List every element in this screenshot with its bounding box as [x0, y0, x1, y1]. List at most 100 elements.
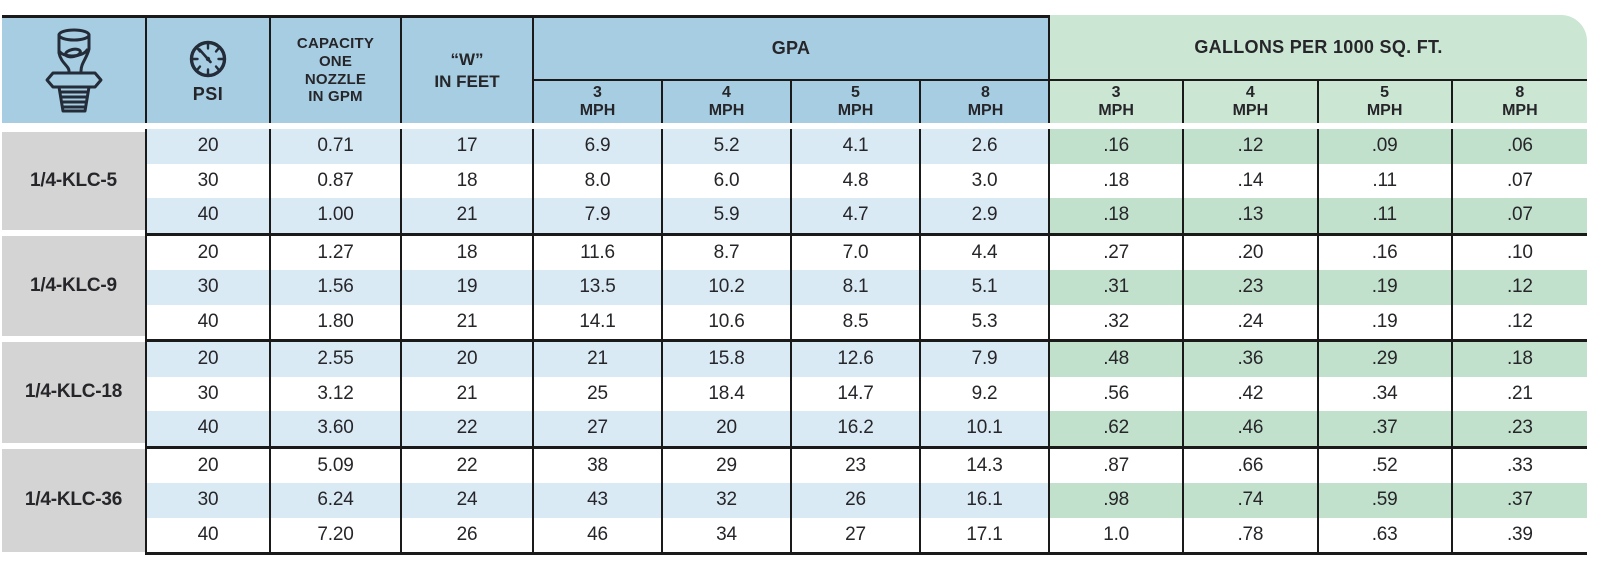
g1000-value: .36 — [1184, 342, 1319, 377]
g1000-value: .63 — [1318, 517, 1453, 552]
gpa-value: 7.0 — [792, 235, 921, 270]
nozzle-group: 1/4-KLC-36 20 5.09 22 38 29 23 14.3.87.66.52.33… — [2, 445, 1587, 555]
mph-label: MPH — [708, 102, 745, 119]
g1000-value: .16 — [1050, 129, 1185, 164]
gpa-value: 12.6 — [792, 342, 921, 377]
gpa-value: 38 — [534, 448, 663, 483]
g1000-value: .23 — [1452, 411, 1587, 446]
table-row: 20 5.09 22 38 29 23 14.3.87.66.52.33 — [147, 448, 1587, 483]
g1000-value: .29 — [1318, 342, 1453, 377]
w-value: 21 — [402, 304, 534, 339]
gpa-value: 4.8 — [792, 163, 921, 198]
gpa-speed-col-header: 8 MPH — [921, 81, 1050, 123]
speed-value: 8 — [981, 84, 990, 102]
gpa-value: 14.1 — [534, 304, 663, 339]
g1000-value: .39 — [1452, 517, 1587, 552]
g1000-value: .16 — [1318, 235, 1453, 270]
psi-value: 30 — [147, 376, 271, 411]
nozzle-model-cell: 1/4-KLC-5 — [2, 129, 147, 233]
psi-value: 30 — [147, 163, 271, 198]
gpm-value: 3.60 — [271, 411, 402, 446]
psi-value: 40 — [147, 411, 271, 446]
nozzle-group: 1/4-KLC-18 20 2.55 20 21 15.8 12.6 7.9.48.36.29… — [2, 339, 1587, 446]
g1000-value: .33 — [1452, 448, 1587, 483]
gpm-value: 5.09 — [271, 448, 402, 483]
psi-value: 20 — [147, 129, 271, 164]
gpa-speed-header-row: 3 MPH 4 MPH 5 MPH 8 MPH — [534, 81, 1048, 123]
group-rows: 20 1.27 18 11.6 8.7 7.0 4.4.27.20.16.10 30 1.56 1… — [147, 232, 1587, 339]
mph-label: MPH — [1098, 102, 1134, 119]
g1000-value: .59 — [1318, 483, 1453, 518]
g1000-value: .66 — [1184, 448, 1319, 483]
gpa-value: 23 — [792, 448, 921, 483]
table-row: 30 6.24 24 43 32 26 16.1.98.74.59.37 — [147, 483, 1587, 518]
gpa-value: 6.0 — [663, 163, 792, 198]
capacity-line: IN GPM — [308, 88, 363, 106]
w-value: 21 — [402, 376, 534, 411]
mph-label: MPH — [1366, 102, 1403, 119]
gpa-value: 8.1 — [792, 270, 921, 305]
gpa-value: 8.5 — [792, 304, 921, 339]
gpa-value: 10.2 — [663, 270, 792, 305]
gpm-value: 0.71 — [271, 129, 402, 164]
gpa-value: 4.1 — [792, 129, 921, 164]
g1000-value: .32 — [1050, 304, 1185, 339]
psi-header-label: PSI — [192, 84, 224, 104]
gpa-value: 14.3 — [921, 448, 1050, 483]
w-value: 26 — [402, 517, 534, 552]
capacity-header-cell: CAPACITY ONE NOZZLE IN GPM — [271, 15, 402, 123]
g1000-value: .14 — [1184, 163, 1319, 198]
gpa-speed-col-header: 4 MPH — [663, 81, 792, 123]
gpa-value: 17.1 — [921, 517, 1050, 552]
gpa-value: 32 — [663, 483, 792, 518]
g1000-value: .13 — [1184, 198, 1319, 233]
gpa-value: 29 — [663, 448, 792, 483]
w-value: 22 — [402, 411, 534, 446]
psi-header-cell: PSI — [147, 15, 271, 123]
gpa-value: 11.6 — [534, 235, 663, 270]
gpa-value: 46 — [534, 517, 663, 552]
w-line: IN FEET — [434, 71, 500, 91]
nozzle-spec-table: PSI CAPACITY ONE NOZZLE IN GPM “W” IN FE… — [2, 15, 1587, 555]
g1000-value: .31 — [1050, 270, 1185, 305]
gpa-value: 27 — [534, 411, 663, 446]
gpa-value: 5.3 — [921, 304, 1050, 339]
g1000-value: .46 — [1184, 411, 1319, 446]
g1000-value: .98 — [1050, 483, 1185, 518]
table-row: 30 0.87 18 8.0 6.0 4.8 3.0.18.14.11.07 — [147, 163, 1587, 198]
psi-value: 40 — [147, 517, 271, 552]
gpa-value: 4.7 — [792, 198, 921, 233]
gpa-value: 9.2 — [921, 376, 1050, 411]
gpm-value: 1.80 — [271, 304, 402, 339]
gallons-speed-col-header: 3 MPH — [1050, 81, 1185, 123]
gpa-value: 5.1 — [921, 270, 1050, 305]
gpa-value: 43 — [534, 483, 663, 518]
gpa-value: 18.4 — [663, 376, 792, 411]
g1000-value: .24 — [1184, 304, 1319, 339]
gpa-value: 5.9 — [663, 198, 792, 233]
gpm-value: 0.87 — [271, 163, 402, 198]
gpm-value: 1.00 — [271, 198, 402, 233]
g1000-value: .78 — [1184, 517, 1319, 552]
g1000-value: .37 — [1318, 411, 1453, 446]
gpa-speed-col-header: 5 MPH — [792, 81, 921, 123]
table-row: 30 3.12 21 25 18.4 14.7 9.2.56.42.34.21 — [147, 376, 1587, 411]
g1000-value: .12 — [1452, 304, 1587, 339]
table-body: 1/4-KLC-5 20 0.71 17 6.9 5.2 4.1 2.6.16.12.09.0… — [2, 129, 1587, 555]
mph-label: MPH — [1502, 102, 1538, 119]
mph-label: MPH — [579, 102, 616, 119]
pressure-gauge-icon — [185, 36, 231, 82]
g1000-value: .34 — [1318, 376, 1453, 411]
gallons-header-section: GALLONS PER 1000 SQ. FT. 3 MPH 4 MPH 5 M… — [1050, 15, 1587, 123]
g1000-value: .62 — [1050, 411, 1185, 446]
g1000-value: .18 — [1050, 198, 1185, 233]
w-value: 20 — [402, 342, 534, 377]
w-value: 19 — [402, 270, 534, 305]
gpa-value: 4.4 — [921, 235, 1050, 270]
gpa-value: 10.1 — [921, 411, 1050, 446]
g1000-value: .12 — [1452, 270, 1587, 305]
w-line: “W” — [450, 50, 484, 70]
table-row: 40 1.80 21 14.1 10.6 8.5 5.3.32.24.19.12 — [147, 304, 1587, 339]
table-row: 40 3.60 22 27 20 16.2 10.1.62.46.37.23 — [147, 411, 1587, 446]
w-value: 24 — [402, 483, 534, 518]
